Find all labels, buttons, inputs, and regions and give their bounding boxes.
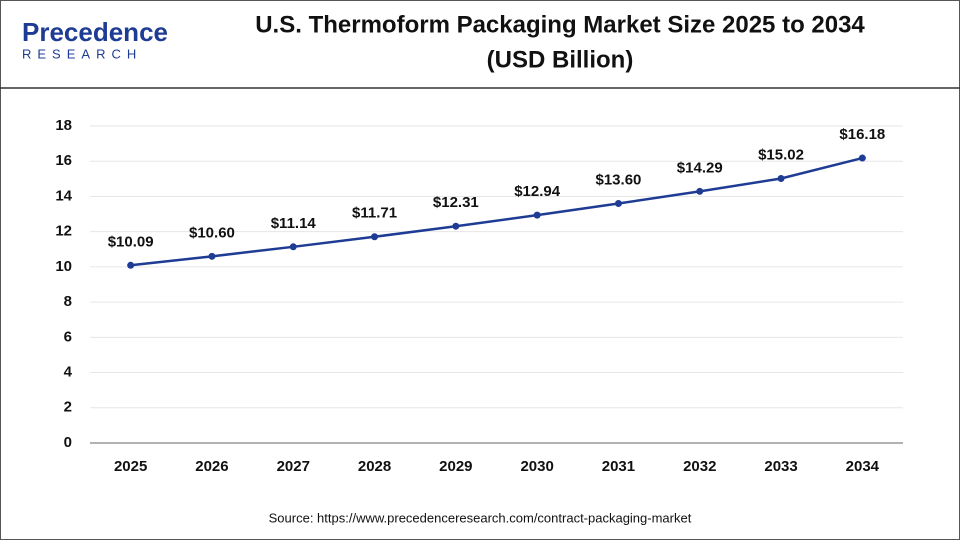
x-tick-label: 2032 bbox=[683, 458, 716, 475]
line bbox=[130, 156, 863, 267]
y-tick-label: 12 bbox=[55, 223, 72, 240]
y-tick-label: 18 bbox=[55, 117, 72, 134]
y-tick-label: 10 bbox=[55, 258, 72, 275]
point bbox=[696, 187, 704, 195]
point bbox=[289, 243, 297, 251]
x-tick-label: 2025 bbox=[114, 458, 147, 475]
value-label: $13.60 bbox=[596, 171, 642, 188]
x-tick-label: 2026 bbox=[195, 458, 228, 475]
y-tick-label: 2 bbox=[64, 399, 72, 416]
x-tick-label: 2034 bbox=[846, 458, 880, 475]
x-tick-label: 2029 bbox=[439, 458, 472, 475]
value-label: $14.29 bbox=[677, 159, 723, 176]
value-label: $12.31 bbox=[433, 194, 479, 211]
value-label: $10.60 bbox=[189, 224, 235, 241]
y-tick-label: 14 bbox=[55, 187, 72, 204]
value-label: $12.94 bbox=[514, 183, 561, 200]
y-tick-label: 6 bbox=[64, 328, 72, 345]
value-label: $11.71 bbox=[352, 205, 397, 222]
y-tick-label: 8 bbox=[64, 293, 72, 310]
point bbox=[858, 154, 866, 162]
value-label: $11.14 bbox=[271, 215, 317, 232]
x-tick-label: 2031 bbox=[602, 458, 635, 475]
y-tick-label: 16 bbox=[55, 152, 72, 169]
point bbox=[533, 211, 541, 219]
point bbox=[777, 174, 785, 182]
y-tick-label: 4 bbox=[64, 364, 73, 381]
x-tick-label: 2028 bbox=[358, 458, 391, 475]
point bbox=[127, 261, 135, 269]
logo-name: Precedence bbox=[22, 17, 168, 47]
value-label: $10.09 bbox=[108, 233, 154, 250]
point bbox=[371, 233, 379, 241]
source: Source: https://www.precedenceresearch.c… bbox=[269, 510, 692, 525]
x-tick-label: 2033 bbox=[764, 458, 797, 475]
y-tick-label: 0 bbox=[64, 434, 72, 451]
value-label: $15.02 bbox=[758, 146, 804, 163]
x-tick-label: 2027 bbox=[277, 458, 310, 475]
chart-subtitle: (USD Billion) bbox=[487, 46, 634, 73]
chart-title: U.S. Thermoform Packaging Market Size 20… bbox=[255, 11, 865, 38]
x-tick-label: 2030 bbox=[520, 458, 553, 475]
value-label: $16.18 bbox=[839, 126, 885, 143]
point bbox=[452, 222, 460, 230]
point bbox=[208, 252, 216, 260]
logo-tagline: RESEARCH bbox=[22, 46, 142, 61]
point bbox=[614, 199, 622, 207]
